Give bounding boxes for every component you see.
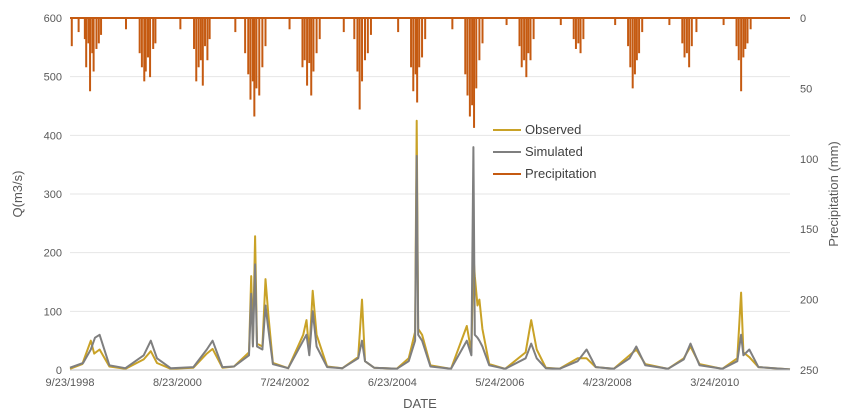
y-left-tick-label: 200 — [44, 248, 62, 260]
axes: 0 100 200 300 400 500 600 0 50 100 150 200 250 9/23/1… — [44, 13, 819, 389]
x-tick-label: 3/24/2010 — [690, 377, 739, 389]
gridlines — [70, 17, 790, 371]
discharge-series — [69, 119, 791, 371]
y-right-tick-label: 200 — [800, 295, 818, 307]
legend: Observed Simulated Precipitation — [493, 122, 597, 181]
x-tick-label: 5/24/2006 — [475, 377, 524, 389]
y-left-tick-label: 600 — [44, 13, 62, 25]
y-left-tick-label: 100 — [44, 306, 62, 318]
y-axis-left-title: Q(m3/s) — [10, 171, 25, 218]
x-tick-label: 8/23/2000 — [153, 377, 202, 389]
y-right-tick-label: 100 — [800, 154, 818, 166]
y-left-tick-label: 400 — [44, 130, 62, 142]
legend-label-simulated: Simulated — [525, 144, 583, 159]
y-left-tick-label: 500 — [44, 72, 62, 84]
y-right-tick-label: 250 — [800, 365, 818, 377]
y-left-tick-label: 300 — [44, 189, 62, 201]
legend-label-precipitation: Precipitation — [525, 166, 597, 181]
y-right-tick-label: 150 — [800, 224, 818, 236]
y-left-tick-label: 0 — [56, 365, 62, 377]
x-axis-title: DATE — [403, 396, 437, 411]
precipitation-series — [70, 17, 790, 128]
x-tick-label: 6/23/2004 — [368, 377, 417, 389]
x-tick-label: 4/23/2008 — [583, 377, 632, 389]
x-tick-label: 7/24/2002 — [260, 377, 309, 389]
y-axis-right-title: Precipitation (mm) — [826, 141, 841, 246]
y-right-tick-label: 0 — [800, 13, 806, 25]
observed-line — [69, 119, 791, 371]
y-right-tick-label: 50 — [800, 83, 812, 95]
legend-label-observed: Observed — [525, 122, 581, 137]
simulated-line — [69, 146, 791, 371]
x-tick-label: 9/23/1998 — [46, 377, 95, 389]
